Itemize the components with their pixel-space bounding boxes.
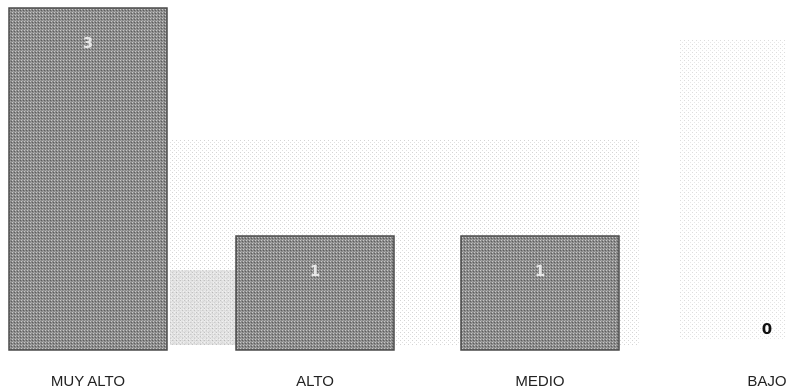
data-label: 3: [83, 34, 93, 52]
bar-medio: [460, 235, 620, 351]
data-label: 1: [535, 262, 545, 280]
bar-muy-alto: [8, 7, 168, 351]
category-label: ALTO: [296, 373, 334, 390]
texture-band: [170, 270, 236, 345]
bars-group: [8, 7, 620, 351]
category-label: MUY ALTO: [51, 373, 125, 390]
category-labels-group: MUY ALTO ALTO MEDIO BAJO: [51, 373, 787, 390]
data-label: 1: [310, 262, 320, 280]
bar-alto: [235, 235, 395, 351]
data-label: 0: [762, 320, 772, 338]
texture-band: [680, 40, 785, 340]
category-label: MEDIO: [515, 373, 564, 390]
category-label: BAJO: [747, 373, 786, 390]
data-labels-group: 3 1 1 0: [83, 34, 772, 338]
